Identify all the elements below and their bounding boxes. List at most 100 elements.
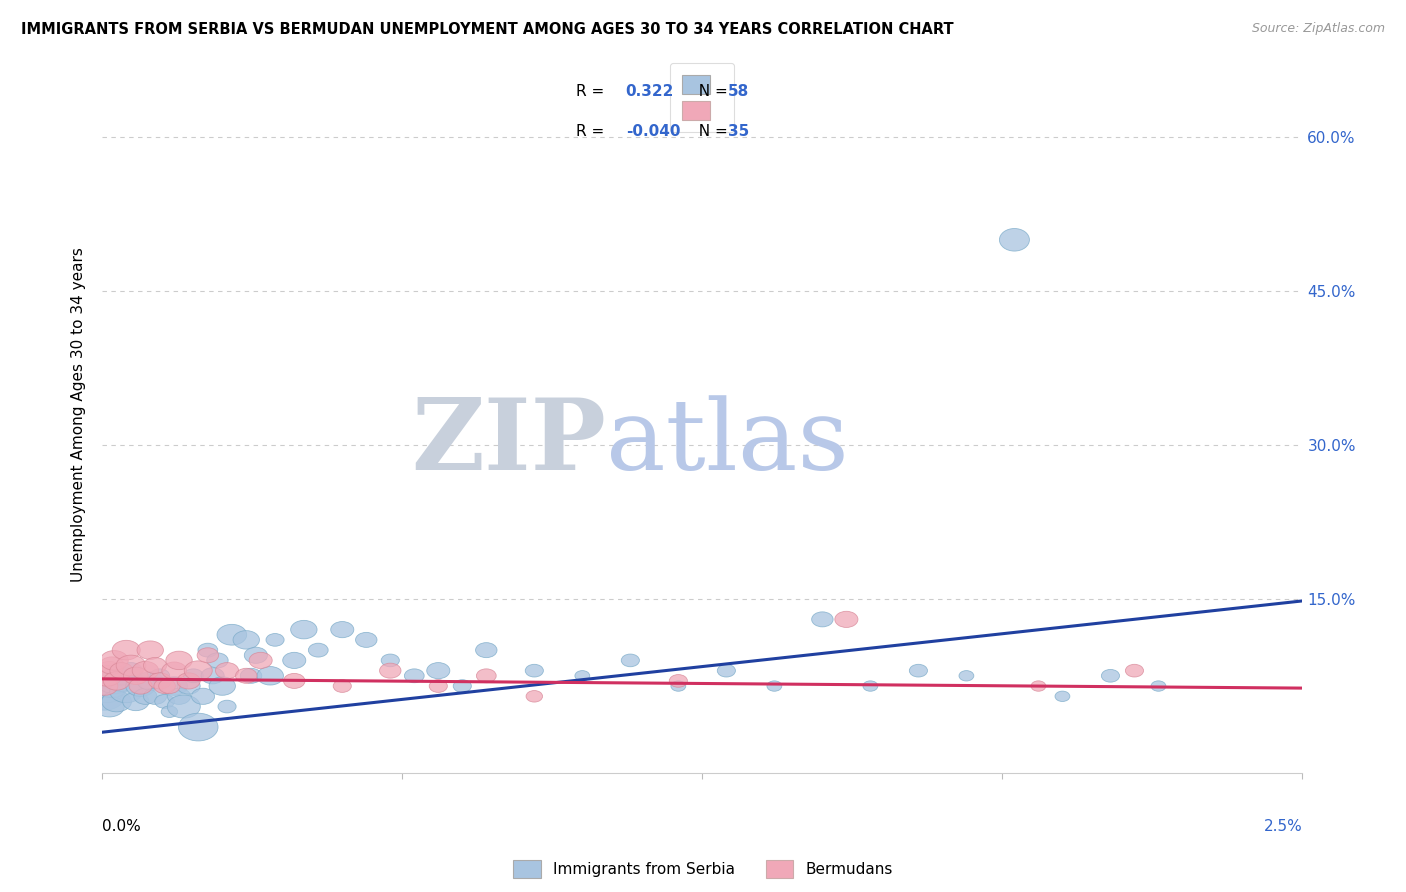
Text: ZIP: ZIP: [412, 394, 606, 491]
Text: Source: ZipAtlas.com: Source: ZipAtlas.com: [1251, 22, 1385, 36]
Ellipse shape: [453, 680, 471, 692]
Ellipse shape: [125, 675, 156, 697]
Ellipse shape: [910, 665, 928, 677]
Ellipse shape: [526, 665, 543, 677]
Ellipse shape: [217, 624, 246, 645]
Ellipse shape: [766, 681, 782, 691]
Ellipse shape: [669, 674, 688, 687]
Ellipse shape: [266, 633, 284, 646]
Y-axis label: Unemployment Among Ages 30 to 34 years: Unemployment Among Ages 30 to 34 years: [72, 247, 86, 582]
Ellipse shape: [236, 668, 257, 683]
Ellipse shape: [218, 700, 236, 713]
Ellipse shape: [427, 663, 450, 679]
Ellipse shape: [110, 680, 143, 703]
Ellipse shape: [94, 696, 124, 717]
Ellipse shape: [101, 691, 132, 712]
Ellipse shape: [124, 667, 148, 684]
Text: N =: N =: [689, 124, 733, 138]
Ellipse shape: [96, 668, 132, 694]
Ellipse shape: [380, 663, 401, 678]
Ellipse shape: [136, 672, 163, 690]
Text: IMMIGRANTS FROM SERBIA VS BERMUDAN UNEMPLOYMENT AMONG AGES 30 TO 34 YEARS CORREL: IMMIGRANTS FROM SERBIA VS BERMUDAN UNEMP…: [21, 22, 953, 37]
Ellipse shape: [240, 668, 262, 683]
Ellipse shape: [134, 689, 157, 705]
Ellipse shape: [122, 692, 149, 711]
Ellipse shape: [93, 665, 122, 686]
Ellipse shape: [100, 657, 124, 674]
Text: 2.5%: 2.5%: [1264, 820, 1302, 834]
Ellipse shape: [108, 666, 135, 685]
Ellipse shape: [167, 689, 191, 705]
Ellipse shape: [90, 680, 124, 703]
Ellipse shape: [150, 669, 170, 682]
Ellipse shape: [283, 652, 307, 668]
Ellipse shape: [143, 657, 166, 673]
Text: 35: 35: [728, 124, 749, 138]
Ellipse shape: [811, 612, 834, 627]
Text: R =: R =: [576, 85, 610, 99]
Ellipse shape: [100, 650, 128, 670]
Ellipse shape: [257, 666, 284, 685]
Ellipse shape: [184, 661, 212, 681]
Ellipse shape: [104, 672, 129, 690]
Text: 58: 58: [728, 85, 749, 99]
Ellipse shape: [162, 706, 177, 717]
Ellipse shape: [155, 695, 174, 708]
Ellipse shape: [959, 671, 974, 681]
Ellipse shape: [1031, 681, 1046, 691]
Text: R =: R =: [576, 124, 610, 138]
Ellipse shape: [477, 669, 496, 682]
Ellipse shape: [143, 689, 166, 705]
Ellipse shape: [671, 681, 686, 691]
Ellipse shape: [575, 671, 589, 681]
Ellipse shape: [197, 648, 218, 663]
Ellipse shape: [84, 682, 124, 710]
Ellipse shape: [249, 652, 273, 668]
Ellipse shape: [330, 622, 354, 638]
Ellipse shape: [381, 654, 399, 666]
Ellipse shape: [1152, 681, 1166, 691]
Ellipse shape: [1054, 691, 1070, 701]
Ellipse shape: [356, 632, 377, 648]
Ellipse shape: [96, 674, 128, 698]
Ellipse shape: [129, 678, 152, 694]
Ellipse shape: [621, 654, 640, 666]
Ellipse shape: [835, 611, 858, 627]
Text: 0.322: 0.322: [626, 85, 673, 99]
Ellipse shape: [110, 663, 134, 679]
Ellipse shape: [233, 631, 260, 649]
Ellipse shape: [167, 695, 200, 718]
Ellipse shape: [177, 673, 200, 689]
Ellipse shape: [153, 679, 176, 694]
Ellipse shape: [179, 714, 218, 741]
Ellipse shape: [198, 643, 218, 657]
Text: 0.0%: 0.0%: [103, 820, 141, 834]
Ellipse shape: [717, 665, 735, 677]
Ellipse shape: [1101, 669, 1119, 682]
Ellipse shape: [120, 663, 142, 679]
Ellipse shape: [184, 669, 204, 682]
Ellipse shape: [209, 677, 235, 695]
Ellipse shape: [148, 673, 172, 689]
Legend: , : ,: [671, 62, 734, 132]
Ellipse shape: [475, 642, 498, 657]
Ellipse shape: [291, 621, 318, 639]
Ellipse shape: [1000, 228, 1029, 251]
Ellipse shape: [166, 651, 193, 670]
Ellipse shape: [245, 648, 267, 664]
Ellipse shape: [308, 643, 328, 657]
Text: N =: N =: [689, 85, 733, 99]
Ellipse shape: [333, 680, 352, 692]
Ellipse shape: [863, 681, 877, 691]
Ellipse shape: [162, 662, 187, 680]
Ellipse shape: [117, 655, 146, 676]
Ellipse shape: [201, 668, 224, 684]
Ellipse shape: [215, 663, 239, 679]
Ellipse shape: [429, 680, 447, 692]
Ellipse shape: [1125, 665, 1143, 677]
Ellipse shape: [177, 678, 200, 694]
Ellipse shape: [284, 673, 305, 689]
Ellipse shape: [207, 653, 228, 668]
Ellipse shape: [191, 689, 215, 705]
Ellipse shape: [162, 677, 187, 695]
